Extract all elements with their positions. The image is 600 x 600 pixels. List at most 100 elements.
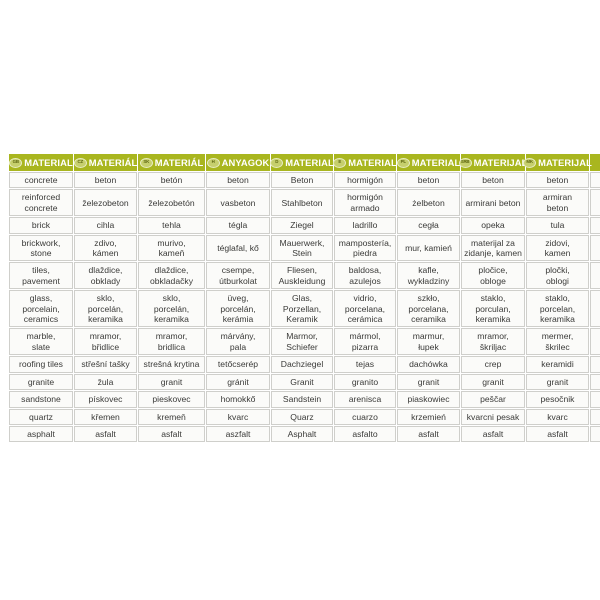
cell-text: mramor, břidlice [89, 331, 122, 352]
cell-text: keramidi [541, 359, 574, 370]
flag-badge-pl-icon: PL [396, 157, 410, 168]
cell-text: mur, kamień [405, 242, 452, 253]
cell-text: aszfalt [225, 428, 251, 439]
cell-text: zdivo, kámen [92, 237, 119, 259]
header-cell-rating [590, 154, 600, 171]
header-cell-es[interactable]: E MATERIAL [333, 154, 397, 171]
flag-badge-mk-icon: MK [523, 157, 537, 168]
header-cell-mk[interactable]: MK MATERIJAL [523, 154, 592, 171]
flag-badge-de-icon: D [270, 157, 284, 168]
cell-text: asphalt [27, 428, 55, 439]
rating-cell: ★★ [590, 217, 600, 234]
cell-text: křemen [91, 411, 120, 422]
cell-pl: żelbeton [397, 189, 460, 217]
cell-text: peščar [480, 394, 506, 405]
header-cell-hu[interactable]: H ANYAGOK [206, 154, 270, 171]
cell-text: pločice, obloge [478, 265, 508, 286]
cell-text: granit [546, 376, 569, 387]
cell-en: sandstone [9, 391, 73, 408]
cell-pl: cegła [397, 217, 460, 234]
cell-text: staklo, porculan, keramika [475, 293, 511, 325]
table-row: granite žula granit gránit Granit granito gran… [9, 373, 600, 391]
cell-text: Dachziegel [280, 359, 324, 370]
cell-pl: piaskowiec [397, 391, 460, 408]
cell-hu: aszfalt [206, 425, 270, 443]
cell-text: staklo, porcelan, keramika [539, 293, 576, 325]
cell-sr: asfalt [461, 425, 525, 443]
rating-cell: ★★★ [590, 172, 600, 189]
cell-text: Asphalt [287, 428, 317, 439]
cell-text: kvarcni pesak [466, 411, 520, 422]
cell-de: Asphalt [271, 425, 333, 443]
cell-text: żelbeton [412, 197, 445, 208]
cell-hu: márvány, pala [206, 328, 270, 356]
cell-de: Quarz [271, 408, 333, 425]
cell-text: beton [546, 175, 569, 185]
cell-text: mermer, škrilec [541, 331, 574, 352]
cell-text: kvarc [547, 411, 568, 422]
cell-sr: kvarcni pesak [461, 408, 525, 425]
cell-es: ladrillo [334, 217, 396, 234]
cell-sk: pieskovec [138, 391, 205, 408]
cell-sk: tehla [138, 217, 205, 234]
cell-sr: armirani beton [461, 189, 525, 217]
cell-hu: homokkő [206, 391, 270, 408]
rating-cell: ★★ [590, 356, 600, 373]
cell-text: Marmor, Schiefer [286, 331, 318, 352]
header-cell-sr[interactable]: SRB MATERIJAL [458, 154, 528, 171]
cell-text: beton [94, 175, 117, 185]
cell-cs: křemen [74, 408, 137, 425]
header-cell-pl[interactable]: PL MATERIAL [396, 154, 460, 171]
cell-en: marble, slate [9, 328, 73, 356]
cell-text: Granit [290, 376, 314, 387]
cell-text: materijal za zidanje, kamen [464, 237, 522, 259]
cell-de: Dachziegel [271, 356, 333, 373]
cell-en: glass, porcelain, ceramics [9, 290, 73, 328]
cell-cs: zdivo, kámen [74, 234, 137, 262]
cell-text: baldosa, azulejos [348, 265, 382, 286]
cell-sk: betón [138, 172, 205, 189]
cell-text: concrete [24, 175, 58, 185]
header-cell-en[interactable]: GB MATERIAL [9, 154, 73, 171]
cell-text: asfalt [161, 428, 182, 439]
cell-sk: železobetón [138, 189, 205, 217]
cell-text: vidrio, porcelana, cerámica [344, 293, 386, 325]
cell-de: Ziegel [271, 217, 333, 234]
cell-en: brickwork, stone [9, 234, 73, 262]
header-label-sk: MATERIÁL [154, 156, 204, 168]
cell-mk: kvarc [526, 408, 589, 425]
cell-hu: vasbeton [206, 189, 270, 217]
header-cell-sk[interactable]: SK MATERIÁL [138, 154, 205, 171]
cell-text: téglafal, kő [217, 242, 259, 253]
cell-text: mramor, bridlica [155, 331, 188, 352]
cell-text: granit [482, 376, 504, 387]
header-cell-cs[interactable]: CZ MATERIÁL [73, 154, 137, 171]
cell-hu: tégla [206, 217, 270, 234]
cell-text: üveg, porcelán, kerámia [220, 293, 256, 325]
cell-text: železobeton [82, 197, 129, 208]
cell-text: Sandstein [282, 394, 322, 405]
cell-sr: staklo, porculan, keramika [461, 290, 525, 328]
cell-text: armiran beton [542, 192, 573, 213]
cell-de: Stahlbeton [271, 189, 333, 217]
flag-badge-sk-icon: SK [139, 157, 153, 168]
header-cell-de[interactable]: D MATERIAL [270, 154, 334, 171]
cell-hu: üveg, porcelán, kerámia [206, 290, 270, 328]
header-label-sr: MATERIJAL [473, 156, 528, 168]
cell-hu: csempe, útburkolat [206, 262, 270, 290]
cell-text: pesočnik [540, 394, 575, 405]
cell-text: strešná krytina [143, 359, 200, 370]
cell-sk: asfalt [138, 425, 205, 443]
cell-sr: mramor, škriljac [461, 328, 525, 356]
table-row: glass, porcelain, ceramics sklo, porcelán… [9, 290, 600, 328]
cell-text: granit [417, 376, 440, 387]
cell-es: tejas [334, 356, 396, 373]
table-head: GB MATERIAL CZ MATERIÁL SK MATERIÁL H ANYAGOK D M… [9, 154, 600, 171]
cell-sk: strešná krytina [138, 356, 205, 373]
cell-text: mármol, pizarra [349, 331, 381, 352]
cell-es: mármol, pizarra [334, 328, 396, 356]
cell-mk: pločki, oblogi [526, 262, 589, 290]
cell-text: asfalt [95, 428, 116, 439]
cell-text: dlaždice, obkladačky [150, 265, 193, 286]
